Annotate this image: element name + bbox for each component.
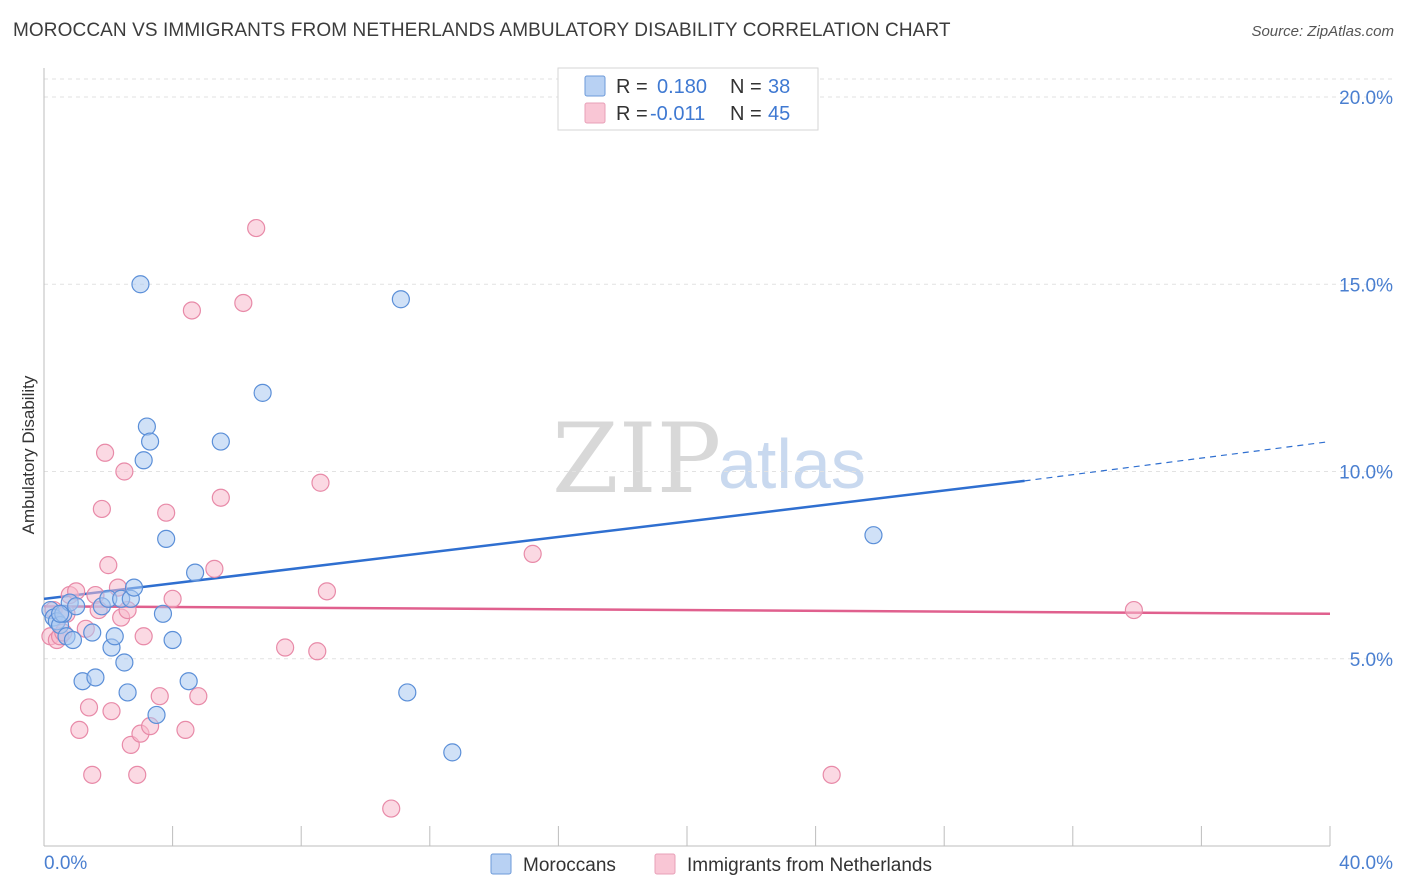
data-point-moroccans — [124, 578, 144, 597]
data-point-netherlands — [115, 462, 134, 481]
bottom-legend-swatch-moroccans — [490, 853, 512, 875]
x-tick-label-max: 40.0% — [1339, 853, 1393, 874]
x-tick-label-min: 0.0% — [44, 853, 87, 874]
bottom-legend-swatch-netherlands — [654, 853, 676, 875]
data-point-moroccans — [157, 529, 176, 549]
legend-swatch-pink — [584, 102, 606, 124]
data-point-netherlands — [211, 488, 230, 507]
data-point-moroccans — [443, 743, 462, 762]
data-point-moroccans — [67, 597, 86, 616]
data-point-netherlands — [157, 503, 176, 522]
data-point-moroccans — [63, 630, 83, 650]
data-point-netherlands — [92, 499, 111, 519]
data-point-netherlands — [1124, 600, 1143, 620]
data-point-moroccans — [153, 604, 173, 623]
data-point-moroccans — [864, 526, 883, 545]
data-point-netherlands — [163, 589, 182, 608]
legend-n-value-2: 45 — [768, 103, 790, 125]
watermark: ZIP atlas — [552, 403, 866, 515]
data-point-netherlands — [83, 765, 102, 784]
data-point-netherlands — [247, 218, 266, 238]
data-point-moroccans — [86, 668, 105, 687]
legend-swatch-blue — [584, 75, 606, 97]
data-point-moroccans — [253, 383, 272, 402]
bottom-legend-moroccans: Moroccans — [523, 855, 616, 876]
data-point-netherlands — [95, 443, 115, 462]
data-point-netherlands — [134, 627, 153, 646]
data-point-netherlands — [176, 720, 195, 740]
chart-title: MOROCCAN VS IMMIGRANTS FROM NETHERLANDS … — [13, 20, 951, 41]
data-point-moroccans — [137, 417, 156, 436]
data-point-moroccans — [391, 290, 410, 309]
data-point-moroccans — [140, 432, 160, 451]
source-credit: Source: ZipAtlas.com — [1251, 23, 1394, 40]
data-point-moroccans — [398, 683, 417, 702]
data-point-netherlands — [128, 765, 147, 784]
y-tick-label: 15.0% — [1339, 275, 1393, 296]
legend-r-value-2: -0.011 — [650, 103, 705, 125]
trend-line-netherlands — [43, 605, 1331, 616]
data-point-netherlands — [70, 720, 89, 740]
data-point-moroccans — [50, 604, 70, 623]
legend-n-label-1: N = — [730, 76, 762, 98]
bottom-legend-netherlands: Immigrants from Netherlands — [687, 855, 932, 876]
y-axis-label: Ambulatory Disability — [19, 375, 38, 534]
trend-line-moroccans — [43, 479, 1025, 601]
grid — [44, 78, 1392, 660]
trend-lines — [43, 440, 1331, 616]
data-points — [41, 218, 1143, 818]
data-point-netherlands — [317, 582, 337, 601]
legend-n-value-1: 38 — [768, 76, 790, 98]
data-point-moroccans — [163, 630, 182, 650]
data-point-moroccans — [186, 563, 205, 582]
data-point-netherlands — [308, 642, 327, 661]
bottom-legend: Moroccans Immigrants from Netherlands — [490, 853, 932, 876]
data-point-moroccans — [115, 653, 134, 672]
legend: R = 0.180 N = 38 R = -0.011 N = 45 — [557, 67, 819, 131]
legend-r-label-2: R = — [616, 103, 648, 125]
data-point-netherlands — [189, 687, 208, 706]
data-point-netherlands — [523, 544, 542, 563]
data-point-moroccans — [134, 451, 153, 470]
data-point-moroccans — [179, 672, 198, 691]
data-point-netherlands — [311, 473, 330, 492]
x-ticks — [43, 826, 1331, 846]
data-point-netherlands — [822, 765, 841, 784]
data-point-moroccans — [83, 623, 102, 642]
data-point-moroccans — [147, 705, 166, 725]
data-point-netherlands — [234, 293, 253, 313]
data-point-netherlands — [99, 556, 118, 575]
legend-n-label-2: N = — [730, 103, 762, 125]
data-point-moroccans — [118, 683, 137, 702]
data-point-netherlands — [79, 698, 99, 717]
data-point-netherlands — [182, 301, 201, 320]
legend-r-value-1: 0.180 — [657, 76, 707, 98]
watermark-zip: ZIP — [552, 403, 721, 515]
data-point-netherlands — [102, 702, 121, 721]
data-point-moroccans — [131, 275, 150, 294]
data-point-moroccans — [211, 432, 230, 451]
y-tick-label: 10.0% — [1339, 463, 1393, 484]
data-point-netherlands — [150, 687, 169, 706]
trend-line-moroccans-extension — [1024, 440, 1331, 482]
y-tick-label: 20.0% — [1339, 88, 1393, 109]
data-point-netherlands — [205, 559, 224, 578]
data-point-netherlands — [276, 638, 295, 657]
data-point-netherlands — [382, 799, 401, 818]
y-tick-label: 5.0% — [1350, 650, 1393, 671]
watermark-atlas: atlas — [718, 425, 866, 503]
legend-r-label-1: R = — [616, 76, 648, 98]
y-tick-labels: 5.0% 10.0% 15.0% 20.0% — [1339, 88, 1393, 671]
data-point-moroccans — [105, 627, 124, 646]
